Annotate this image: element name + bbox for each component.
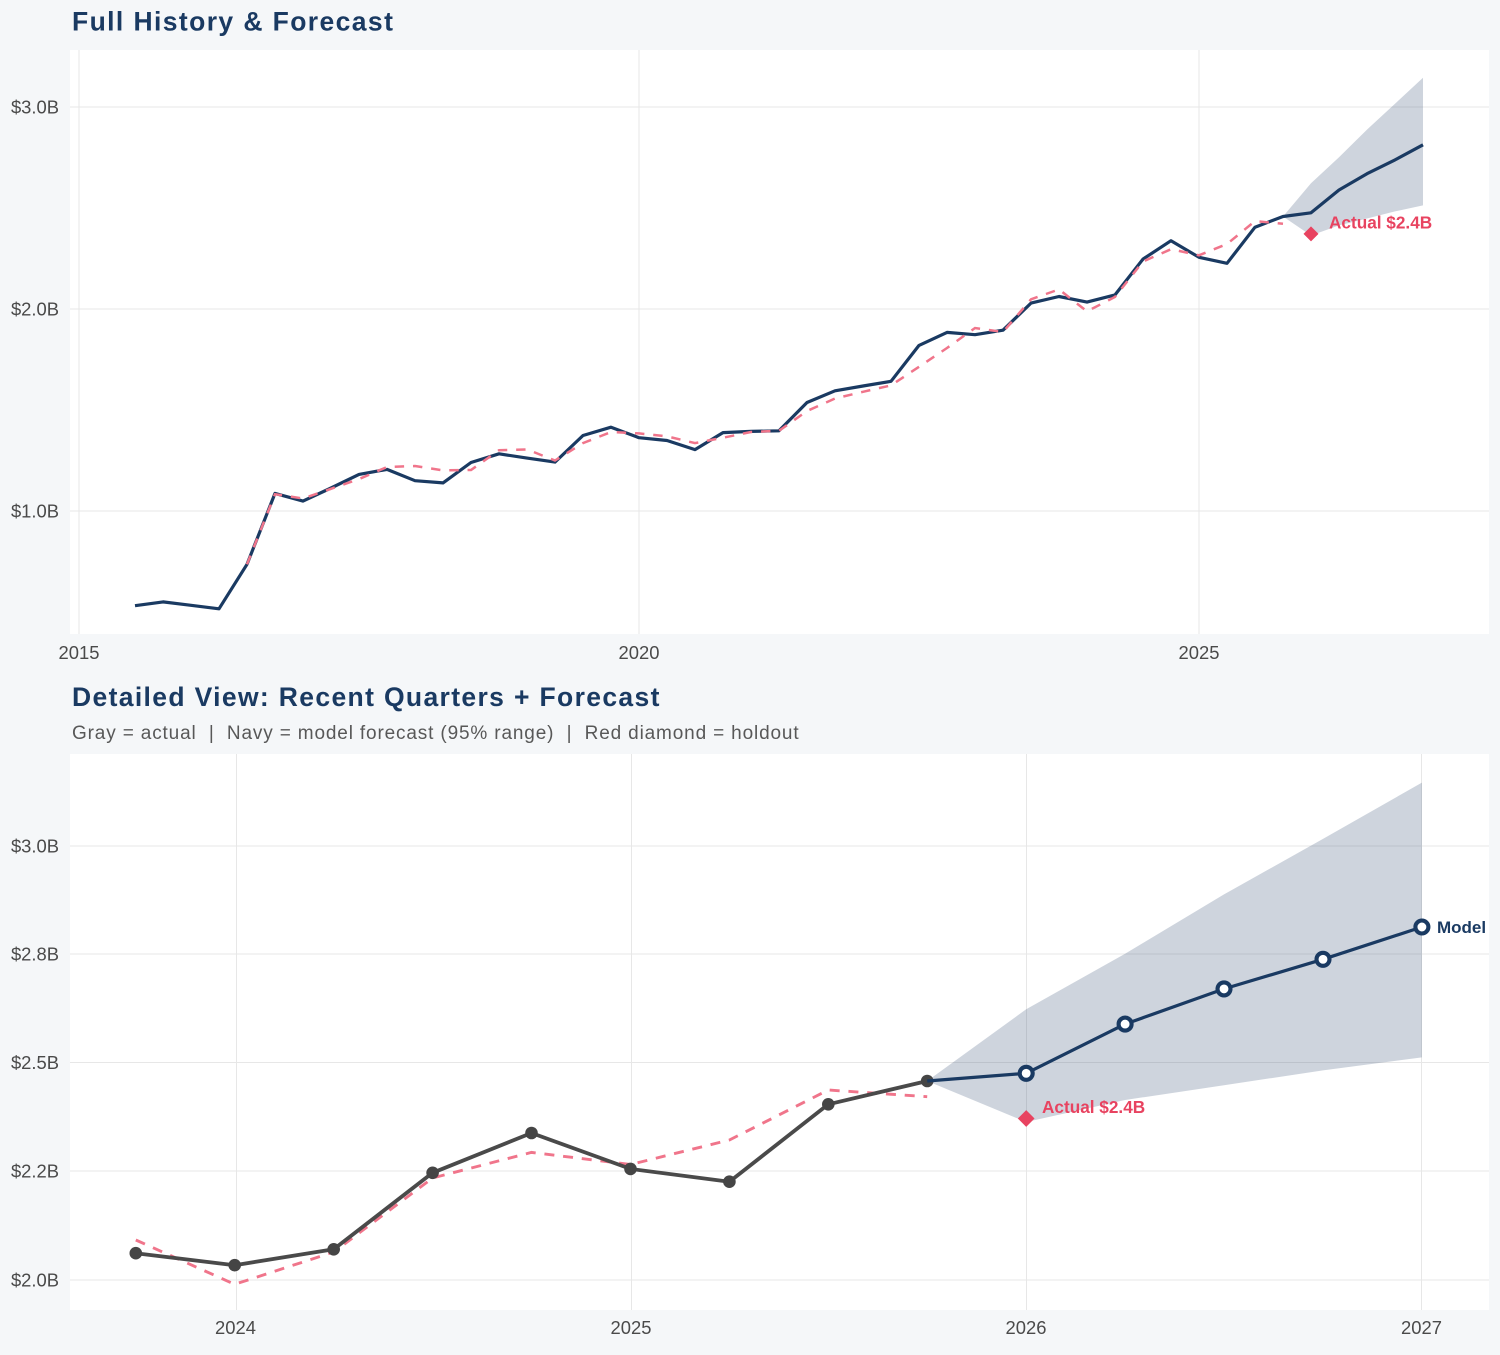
svg-text:2026: 2026 [1006, 1317, 1047, 1338]
svg-text:$2.5B: $2.5B [11, 1052, 59, 1073]
svg-text:$3.0B: $3.0B [11, 836, 59, 857]
svg-text:Actual $2.4B: Actual $2.4B [1042, 1097, 1145, 1117]
svg-text:2027: 2027 [1401, 1317, 1442, 1338]
svg-text:2020: 2020 [619, 642, 660, 663]
svg-text:$1.0B: $1.0B [11, 501, 59, 522]
svg-text:$2.0B: $2.0B [11, 1270, 59, 1291]
svg-text:2025: 2025 [1179, 642, 1220, 663]
svg-text:Model: Model [1437, 918, 1486, 937]
svg-text:$3.0B: $3.0B [11, 97, 59, 118]
svg-text:Gray = actual | Navy = model: Gray = actual | Navy = model forecast (9… [72, 723, 799, 744]
svg-text:2025: 2025 [611, 1317, 652, 1338]
svg-text:Detailed View: Recent Quarters: Detailed View: Recent Quarters + Forecas… [72, 682, 661, 712]
svg-text:2024: 2024 [215, 1317, 256, 1338]
svg-text:$2.2B: $2.2B [11, 1161, 59, 1182]
svg-text:$2.8B: $2.8B [11, 944, 59, 965]
svg-text:Actual $2.4B: Actual $2.4B [1329, 213, 1432, 233]
svg-text:$2.0B: $2.0B [11, 299, 59, 320]
svg-text:Full History & Forecast: Full History & Forecast [72, 7, 394, 37]
svg-text:2015: 2015 [59, 642, 100, 663]
